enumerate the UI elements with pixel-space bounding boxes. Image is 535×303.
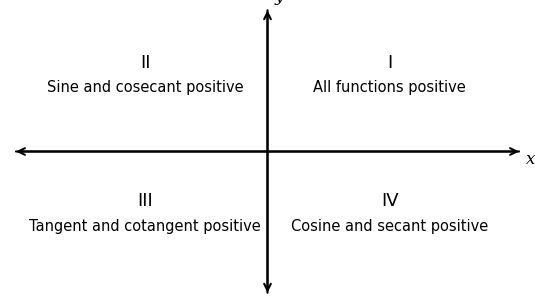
Text: Sine and cosecant positive: Sine and cosecant positive (47, 80, 243, 95)
Text: x: x (525, 151, 535, 168)
Text: y: y (275, 0, 284, 5)
Text: I: I (387, 54, 392, 72)
Text: II: II (140, 54, 150, 72)
Text: III: III (137, 192, 153, 210)
Text: IV: IV (381, 192, 399, 210)
Text: Tangent and cotangent positive: Tangent and cotangent positive (29, 219, 261, 234)
Text: Cosine and secant positive: Cosine and secant positive (291, 219, 488, 234)
Text: All functions positive: All functions positive (314, 80, 466, 95)
